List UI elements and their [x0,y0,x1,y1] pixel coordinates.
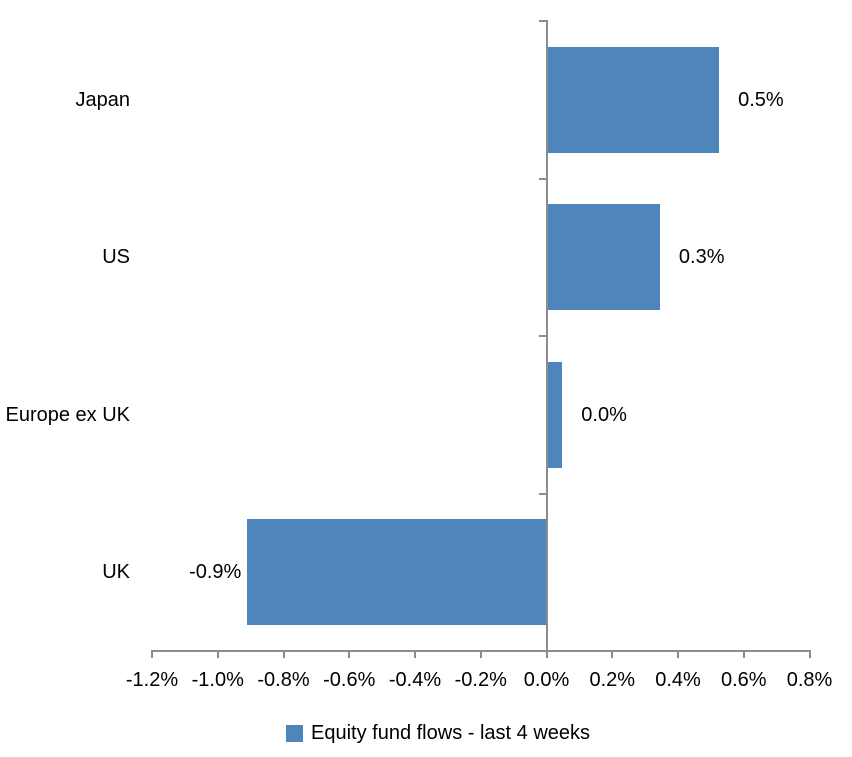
category-axis-tick [538,177,547,180]
x-axis-tick [611,650,614,658]
x-tick-label: -1.2% [125,669,179,691]
legend: Equity fund flows - last 4 weeks [286,721,590,745]
x-axis-tick [479,650,482,658]
x-tick-label: 0.2% [589,669,636,691]
x-axis-tick [742,650,745,658]
x-tick-label: -0.8% [257,669,310,691]
legend-swatch [286,724,303,742]
category-label-uk: UK [102,561,130,584]
bar-uk [247,519,547,626]
x-tick-label: -0.6% [323,669,376,691]
bar-europe-ex-uk [546,361,563,468]
category-label-europe-ex-uk: Europe ex UK [5,403,130,426]
x-tick-label: 0.4% [655,669,701,691]
category-label-us: US [102,246,130,269]
category-axis-tick [538,335,547,337]
x-tick-label: -0.2% [454,669,507,691]
x-axis-tick [282,650,285,658]
x-axis-tick [348,650,351,658]
value-label-us: 0.3% [678,246,725,269]
x-tick-label: -0.4% [388,669,442,691]
category-axis-tick [538,492,547,495]
value-label-europe-ex-uk: 0.0% [581,403,627,426]
category-label-japan: Japan [75,88,131,111]
value-label-uk: -0.9% [189,561,242,584]
x-axis-tick [808,650,811,658]
x-tick-label: -1.0% [191,669,244,691]
x-axis-tick [414,650,416,658]
category-axis-tick [538,20,547,22]
x-axis-tick [677,650,679,658]
x-tick-label: 0.0% [523,669,570,691]
value-label-japan: 0.5% [738,88,784,111]
x-tick-label: 0.8% [786,669,833,691]
x-tick-label: 0.6% [720,669,767,691]
zero-axis-line [545,20,548,658]
x-axis-tick [216,650,219,658]
legend-label: Equity fund flows - last 4 weeks [311,722,591,744]
bar-japan [546,46,720,153]
bar-us [546,204,660,311]
x-axis-tick [151,650,153,658]
